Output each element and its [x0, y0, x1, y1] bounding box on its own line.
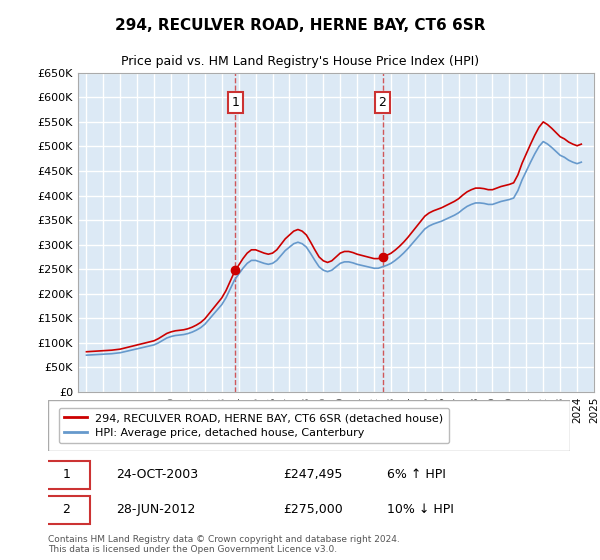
Text: 2: 2	[379, 96, 386, 109]
Text: 28-JUN-2012: 28-JUN-2012	[116, 503, 195, 516]
Legend: 294, RECULVER ROAD, HERNE BAY, CT6 6SR (detached house), HPI: Average price, det: 294, RECULVER ROAD, HERNE BAY, CT6 6SR (…	[59, 408, 449, 444]
Text: £247,495: £247,495	[283, 468, 342, 481]
Text: 294, RECULVER ROAD, HERNE BAY, CT6 6SR: 294, RECULVER ROAD, HERNE BAY, CT6 6SR	[115, 18, 485, 33]
Text: 1: 1	[232, 96, 239, 109]
FancyBboxPatch shape	[43, 496, 90, 524]
Text: Price paid vs. HM Land Registry's House Price Index (HPI): Price paid vs. HM Land Registry's House …	[121, 55, 479, 68]
Text: 10% ↓ HPI: 10% ↓ HPI	[388, 503, 454, 516]
Text: Contains HM Land Registry data © Crown copyright and database right 2024.
This d: Contains HM Land Registry data © Crown c…	[48, 535, 400, 554]
FancyBboxPatch shape	[43, 460, 90, 488]
Text: 1: 1	[62, 468, 70, 481]
Text: 6% ↑ HPI: 6% ↑ HPI	[388, 468, 446, 481]
Text: £275,000: £275,000	[283, 503, 343, 516]
Text: 24-OCT-2003: 24-OCT-2003	[116, 468, 198, 481]
FancyBboxPatch shape	[48, 400, 570, 451]
Text: 2: 2	[62, 503, 70, 516]
